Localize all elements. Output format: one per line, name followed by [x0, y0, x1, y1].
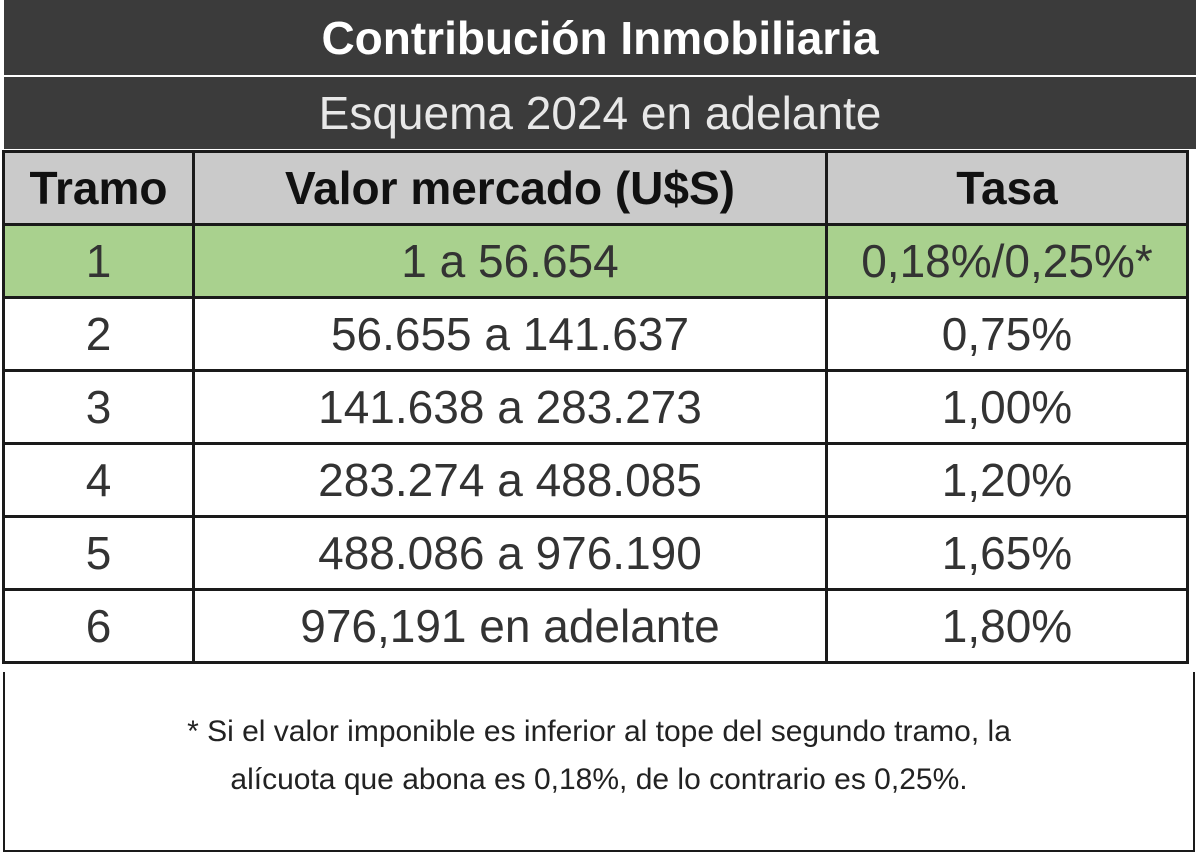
footnote-line-1: * Si el valor imponible es inferior al t…	[187, 715, 1011, 748]
cell-tasa: 1,20%	[825, 442, 1189, 518]
table-row: 1 1 a 56.654 0,18%/0,25%*	[2, 223, 1189, 299]
cell-valor: 141.638 a 283.273	[192, 369, 828, 445]
table-row: 6 976,191 en adelante 1,80%	[2, 588, 1189, 664]
table-row: 3 141.638 a 283.273 1,00%	[2, 369, 1189, 445]
table-header-row: Tramo Valor mercado (U$S) Tasa	[2, 150, 1189, 226]
cell-tasa: 0,75%	[825, 296, 1189, 372]
table-row: 2 56.655 a 141.637 0,75%	[2, 296, 1189, 372]
cell-tramo: 2	[2, 296, 195, 372]
cell-tasa: 1,80%	[825, 588, 1189, 664]
footnote: * Si el valor imponible es inferior al t…	[3, 672, 1195, 852]
cell-valor: 976,191 en adelante	[192, 588, 828, 664]
page-subtitle: Esquema 2024 en adelante	[4, 77, 1196, 149]
cell-valor: 56.655 a 141.637	[192, 296, 828, 372]
cell-tramo: 6	[2, 588, 195, 664]
cell-tasa: 1,00%	[825, 369, 1189, 445]
cell-valor: 1 a 56.654	[192, 223, 828, 299]
cell-tramo: 1	[2, 223, 195, 299]
cell-tramo: 4	[2, 442, 195, 518]
table-row: 5 488.086 a 976.190 1,65%	[2, 515, 1189, 591]
table-row: 4 283.274 a 488.085 1,20%	[2, 442, 1189, 518]
column-header-tramo: Tramo	[2, 150, 195, 226]
cell-tramo: 5	[2, 515, 195, 591]
rates-table: Tramo Valor mercado (U$S) Tasa 1 1 a 56.…	[2, 150, 1189, 664]
cell-valor: 283.274 a 488.085	[192, 442, 828, 518]
column-header-tasa: Tasa	[825, 150, 1189, 226]
cell-tasa: 0,18%/0,25%*	[825, 223, 1189, 299]
column-header-valor: Valor mercado (U$S)	[192, 150, 828, 226]
cell-tasa: 1,65%	[825, 515, 1189, 591]
footnote-line-2: alícuota que abona es 0,18%, de lo contr…	[230, 763, 968, 796]
cell-tramo: 3	[2, 369, 195, 445]
page-title: Contribución Inmobiliaria	[4, 0, 1196, 75]
cell-valor: 488.086 a 976.190	[192, 515, 828, 591]
